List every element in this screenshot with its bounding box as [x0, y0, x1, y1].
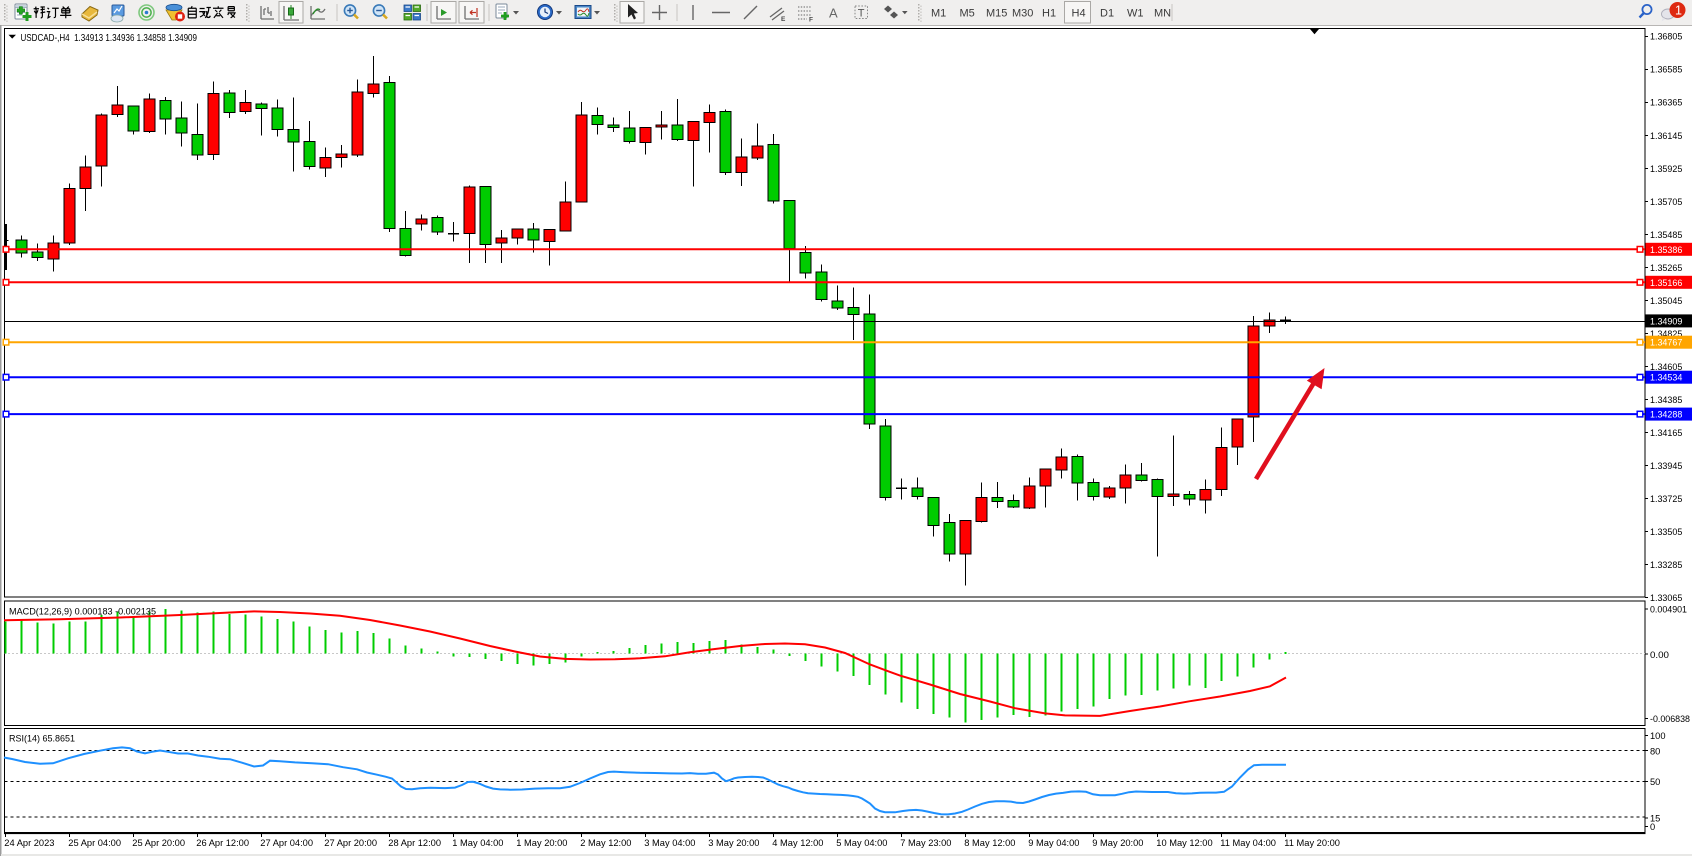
svg-text:F: F [809, 17, 813, 24]
svg-text:M5: M5 [960, 8, 975, 20]
svg-text:1.34288: 1.34288 [1650, 410, 1682, 420]
svg-text:1.35166: 1.35166 [1650, 278, 1682, 288]
svg-text:M1: M1 [931, 8, 946, 20]
svg-text:1.34534: 1.34534 [1650, 373, 1682, 383]
svg-text:M15: M15 [986, 8, 1007, 20]
svg-text:1.33945: 1.33945 [1650, 461, 1682, 471]
svg-text:25 Apr 20:00: 25 Apr 20:00 [132, 838, 185, 848]
svg-text:1.35485: 1.35485 [1650, 230, 1682, 240]
svg-text:100: 100 [1650, 731, 1666, 741]
svg-text:1.34165: 1.34165 [1650, 428, 1682, 438]
svg-text:25 Apr 04:00: 25 Apr 04:00 [68, 838, 121, 848]
svg-text:1 May 20:00: 1 May 20:00 [516, 838, 567, 848]
svg-text:24 Apr 2023: 24 Apr 2023 [4, 838, 54, 848]
svg-text:A: A [829, 6, 838, 21]
svg-text:1.35925: 1.35925 [1650, 164, 1682, 174]
svg-text:1 May 04:00: 1 May 04:00 [452, 838, 503, 848]
svg-text:1.34605: 1.34605 [1650, 362, 1682, 372]
svg-text:1.34825: 1.34825 [1650, 329, 1682, 339]
svg-text:1.35705: 1.35705 [1650, 197, 1682, 207]
svg-text:-0.006838: -0.006838 [1650, 714, 1690, 724]
svg-text:3 May 04:00: 3 May 04:00 [644, 838, 695, 848]
svg-text:5 May 04:00: 5 May 04:00 [836, 838, 887, 848]
svg-text:8 May 12:00: 8 May 12:00 [964, 838, 1015, 848]
svg-text:7 May 23:00: 7 May 23:00 [900, 838, 951, 848]
svg-text:H4: H4 [1072, 8, 1086, 20]
svg-text:MACD(12,26,9) 0.000183 -0.0021: MACD(12,26,9) 0.000183 -0.002135 [9, 607, 156, 618]
svg-text:1: 1 [1675, 3, 1682, 17]
svg-text:3 May 20:00: 3 May 20:00 [708, 838, 759, 848]
svg-text:10 May 12:00: 10 May 12:00 [1156, 838, 1212, 848]
svg-text:26 Apr 12:00: 26 Apr 12:00 [196, 838, 249, 848]
svg-text:RSI(14) 65.8651: RSI(14) 65.8651 [9, 734, 75, 745]
svg-text:28 Apr 12:00: 28 Apr 12:00 [388, 838, 441, 848]
svg-text:9 May 20:00: 9 May 20:00 [1092, 838, 1143, 848]
svg-text:1.36145: 1.36145 [1650, 131, 1682, 141]
svg-text:27 Apr 20:00: 27 Apr 20:00 [324, 838, 377, 848]
svg-text:1.35265: 1.35265 [1650, 263, 1682, 273]
svg-text:0.00: 0.00 [1650, 650, 1669, 660]
svg-text:11 May 04:00: 11 May 04:00 [1220, 838, 1276, 848]
svg-text:W1: W1 [1127, 8, 1144, 20]
svg-text:M30: M30 [1012, 8, 1033, 20]
svg-text:1.34385: 1.34385 [1650, 395, 1682, 405]
svg-text:2 May 12:00: 2 May 12:00 [580, 838, 631, 848]
svg-text:15: 15 [1650, 814, 1660, 824]
svg-text:0.004901: 0.004901 [1650, 605, 1687, 615]
svg-text:E: E [781, 16, 786, 23]
svg-text:1.36805: 1.36805 [1650, 32, 1682, 42]
svg-text:T: T [858, 8, 865, 20]
svg-text:1.33065: 1.33065 [1650, 593, 1682, 603]
svg-text:1.36585: 1.36585 [1650, 65, 1682, 75]
svg-text:0: 0 [1650, 822, 1655, 832]
svg-text:1.33285: 1.33285 [1650, 560, 1682, 570]
svg-text:1.36365: 1.36365 [1650, 98, 1682, 108]
svg-text:1.35045: 1.35045 [1650, 296, 1682, 306]
svg-text:50: 50 [1650, 777, 1660, 787]
svg-text:80: 80 [1650, 746, 1660, 756]
svg-text:1.34767: 1.34767 [1650, 338, 1682, 348]
svg-text:USDCAD-,H4 1.34913 1.34936 1.: USDCAD-,H4 1.34913 1.34936 1.34858 1.349… [21, 33, 198, 44]
svg-text:9 May 04:00: 9 May 04:00 [1028, 838, 1079, 848]
svg-text:H1: H1 [1042, 8, 1056, 20]
svg-text:27 Apr 04:00: 27 Apr 04:00 [260, 838, 313, 848]
svg-text:1.34909: 1.34909 [1650, 316, 1682, 326]
svg-text:1.35386: 1.35386 [1650, 245, 1682, 255]
svg-text:1.33725: 1.33725 [1650, 494, 1682, 504]
svg-text:MN: MN [1154, 8, 1171, 20]
svg-text:D1: D1 [1100, 8, 1114, 20]
svg-text:11 May 20:00: 11 May 20:00 [1284, 838, 1340, 848]
svg-text:4 May 12:00: 4 May 12:00 [772, 838, 823, 848]
svg-text:1.33505: 1.33505 [1650, 527, 1682, 537]
